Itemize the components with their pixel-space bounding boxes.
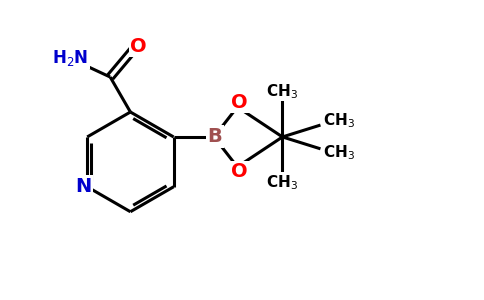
Text: O: O <box>231 162 248 181</box>
Text: B: B <box>208 128 222 146</box>
Text: CH$_3$: CH$_3$ <box>322 143 354 162</box>
Text: CH$_3$: CH$_3$ <box>267 82 299 101</box>
Text: CH$_3$: CH$_3$ <box>267 173 299 192</box>
Text: N: N <box>76 177 91 196</box>
Text: H$_2$N: H$_2$N <box>52 48 89 68</box>
Text: O: O <box>231 93 248 112</box>
Text: CH$_3$: CH$_3$ <box>322 111 354 130</box>
Text: O: O <box>131 37 147 56</box>
